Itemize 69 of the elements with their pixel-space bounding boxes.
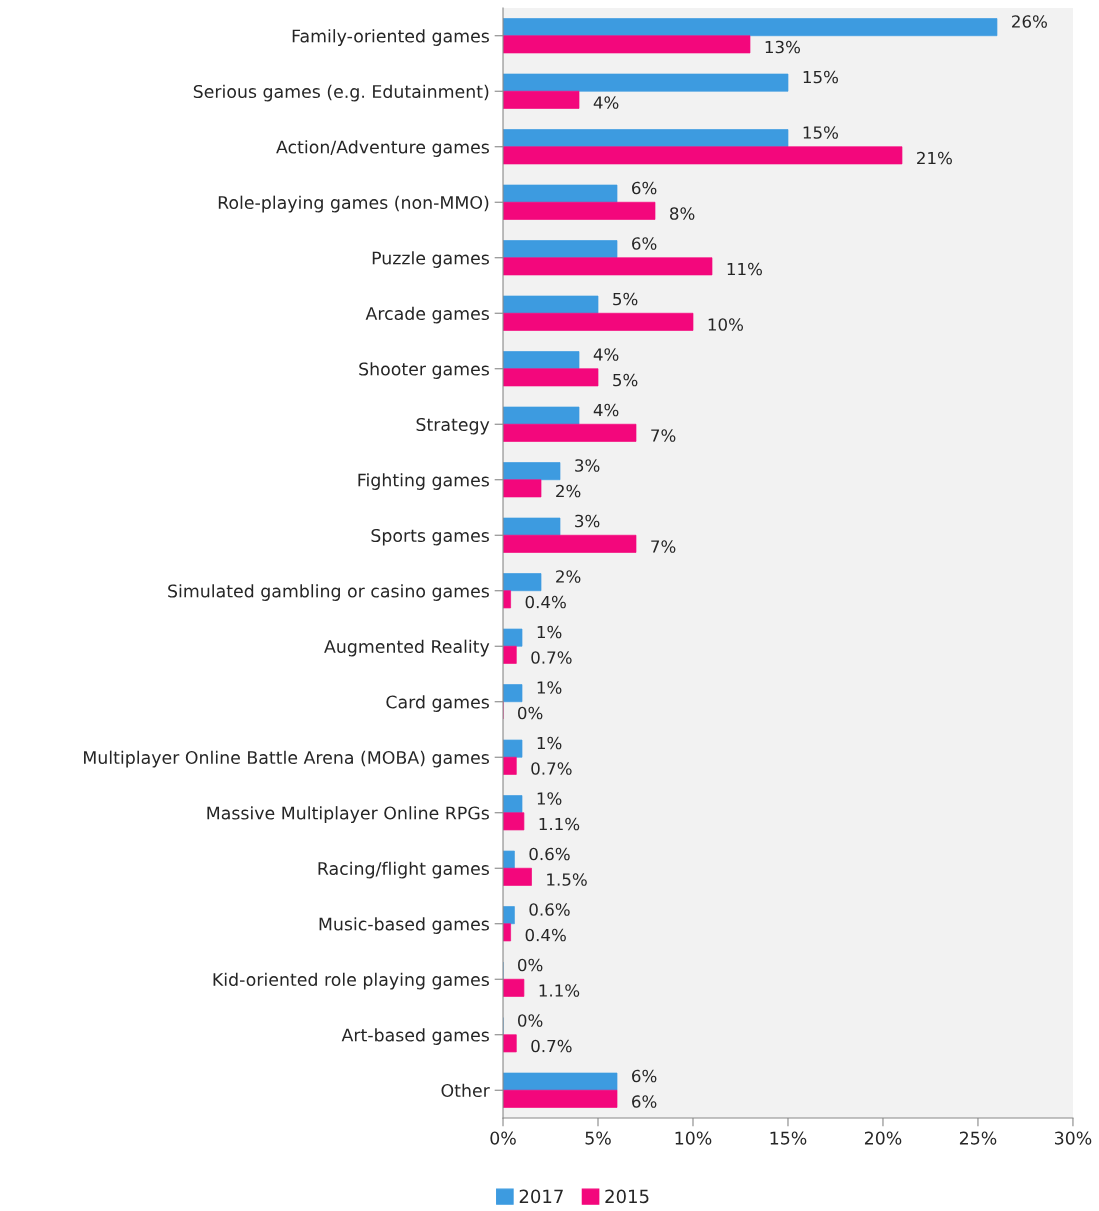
data-label: 0%	[518, 1014, 543, 1027]
data-label: 1.1%	[539, 984, 580, 997]
data-label: 3%	[575, 459, 600, 472]
y-tick-label: Art-based games	[341, 1028, 489, 1045]
data-label: 26%	[1012, 15, 1047, 28]
data-label: 2%	[556, 570, 581, 583]
data-label: 3%	[575, 514, 600, 528]
y-tick-label: Shooter games	[359, 362, 489, 379]
y-tick-label: Sports games	[371, 528, 489, 546]
x-tick-label: 20%	[864, 1131, 902, 1145]
data-label: 0.4%	[525, 928, 566, 942]
data-label: 1%	[537, 625, 562, 639]
y-tick-label: Action/Adventure games	[276, 140, 489, 157]
data-label: 21%	[917, 151, 952, 165]
y-tick-label: Role-playing games (non-MMO)	[218, 195, 489, 213]
x-tick-label: 10%	[675, 1131, 712, 1145]
data-label: 4%	[593, 348, 619, 361]
y-tick-label: Racing/flight games	[318, 861, 489, 879]
data-label: 6%	[632, 1069, 657, 1083]
data-label: 5%	[613, 292, 638, 306]
x-tick-label: 15%	[770, 1131, 807, 1145]
data-label: 15%	[803, 126, 838, 139]
y-tick-label: Fighting games	[358, 473, 489, 490]
data-label: 0%	[518, 958, 543, 972]
y-tick-label: Other	[441, 1083, 490, 1098]
y-tick-label: Card games	[386, 695, 489, 712]
data-label: 6%	[632, 237, 657, 250]
data-label: 0.7%	[531, 762, 572, 775]
data-label: 13%	[765, 40, 800, 54]
data-label: 2%	[556, 484, 581, 498]
data-label: 6%	[632, 1095, 657, 1108]
data-label: 0%	[518, 706, 543, 720]
y-tick-label: Multiplayer Online Battle Arena (MOBA) games	[84, 750, 489, 768]
data-label: 0.4%	[525, 595, 566, 609]
data-label: 0.6%	[529, 903, 570, 916]
data-label: 1.5%	[547, 873, 587, 886]
data-label: 1%	[537, 681, 562, 694]
y-tick-label: Strategy	[416, 417, 490, 435]
y-tick-label: Arcade games	[365, 306, 489, 324]
y-tick-label: Family-oriented games	[292, 29, 489, 46]
y-tick-label: Puzzle games	[372, 251, 489, 268]
data-label: 4%	[593, 96, 619, 109]
y-tick-label: Music-based games	[319, 917, 489, 934]
data-label: 15%	[803, 70, 838, 84]
x-tick-label: 25%	[959, 1131, 997, 1145]
x-tick-label: 0%	[490, 1131, 516, 1145]
data-label: 7%	[651, 429, 676, 442]
data-label: 5%	[613, 373, 638, 387]
x-tick-label: 5%	[585, 1131, 611, 1145]
data-label: 7%	[651, 540, 676, 553]
y-tick-label: Massive Multiplayer Online RPGs	[207, 806, 489, 823]
legend-label: 2017	[519, 1189, 563, 1204]
x-tick-label: 30%	[1054, 1131, 1092, 1145]
data-label: 1.1%	[539, 817, 580, 831]
data-label: 0.7%	[531, 1039, 572, 1053]
y-tick-label: Augmented Reality	[324, 639, 490, 657]
y-tick-label: Kid-oriented role playing games	[213, 972, 489, 990]
y-tick-label: Serious games (e.g. Edutainment)	[193, 84, 489, 102]
data-label: 11%	[727, 262, 762, 276]
data-label: 0.6%	[529, 847, 570, 861]
legend-label: 2015	[605, 1189, 649, 1204]
y-tick-label: Simulated gambling or casino games	[168, 584, 489, 601]
data-label: 4%	[593, 403, 619, 417]
data-label: 0.7%	[531, 651, 572, 664]
data-label: 1%	[537, 792, 562, 805]
data-label: 6%	[632, 181, 657, 195]
data-label: 10%	[708, 318, 744, 331]
data-label: 1%	[537, 736, 562, 750]
data-label: 8%	[670, 207, 695, 220]
